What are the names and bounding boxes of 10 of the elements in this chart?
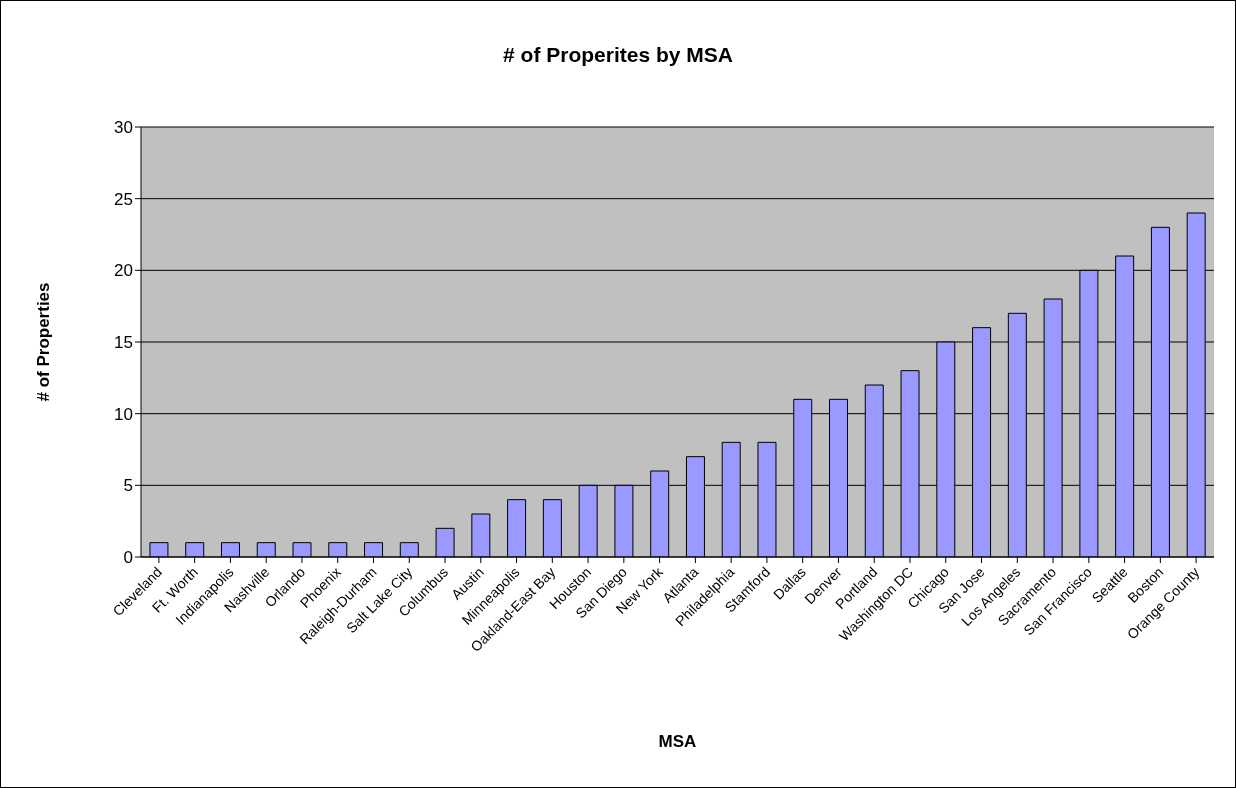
x-axis-title: MSA bbox=[658, 732, 697, 751]
y-tick-label: 30 bbox=[114, 118, 133, 138]
chart-title: # of Properites by MSA bbox=[502, 43, 734, 67]
y-axis-title: # of Properties bbox=[34, 282, 54, 402]
y-tick-label: 20 bbox=[114, 261, 133, 281]
y-tick-label: 10 bbox=[114, 404, 133, 424]
y-tick-label: 15 bbox=[114, 333, 133, 353]
y-tick-label: 25 bbox=[114, 189, 133, 209]
y-tick-label: 0 bbox=[123, 548, 133, 568]
y-tick-label: 5 bbox=[123, 476, 133, 496]
